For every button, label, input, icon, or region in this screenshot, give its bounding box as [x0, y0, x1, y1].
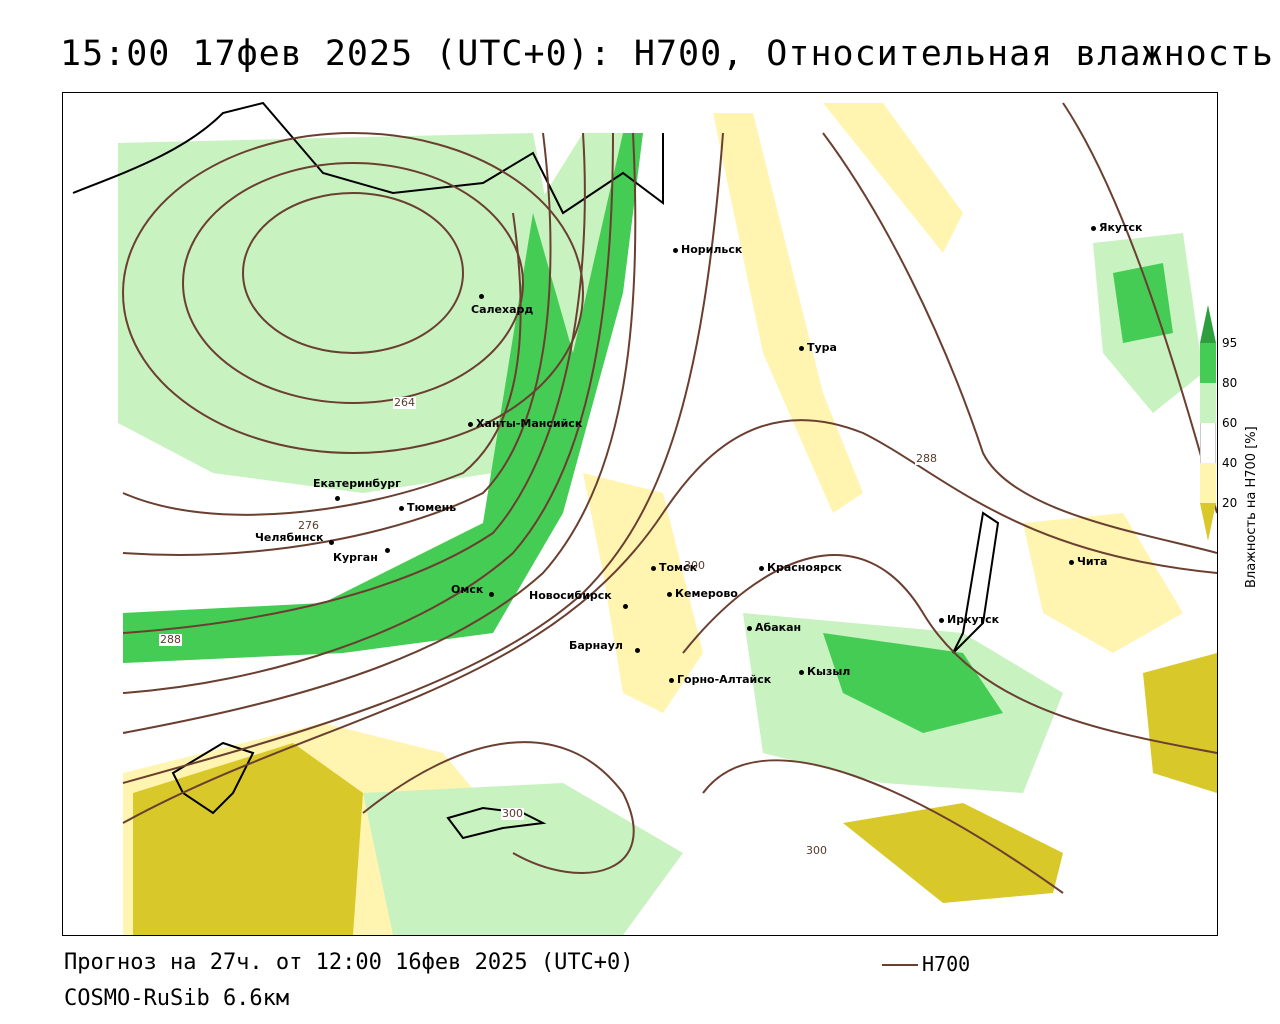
dry-area-east: [1143, 653, 1217, 793]
city-label: Кемерово: [675, 587, 738, 600]
city-label: Кызыл: [807, 665, 851, 678]
contour-label: 264: [393, 396, 416, 409]
city-label: Чита: [1077, 555, 1108, 568]
city-marker: Якутск: [1091, 221, 1142, 234]
legend-label: H700: [922, 952, 971, 976]
coastline: [72, 101, 664, 215]
city-dot: [635, 647, 640, 653]
contour-label: 300: [683, 559, 706, 572]
colorbar-title: Влажность на H700 [%]: [1244, 426, 1259, 588]
dry-area-southwest-dark: [133, 743, 363, 935]
lake-baikal: [952, 511, 1000, 654]
city-dot: [759, 565, 764, 571]
dry-band-north-2: [823, 103, 963, 253]
city-label: Омск: [451, 583, 484, 596]
colorbar-segment: [1200, 463, 1216, 503]
city-dot: [799, 669, 804, 675]
city-marker: [635, 643, 643, 656]
colorbar-tick: 40: [1222, 456, 1238, 470]
city-label: Норильск: [681, 243, 743, 256]
city-label: Якутск: [1099, 221, 1143, 234]
city-label: Горно-Алтайск: [677, 673, 772, 686]
city-marker: Норильск: [673, 243, 742, 256]
city-dot: [669, 677, 674, 683]
city-label: Челябинск: [255, 531, 324, 544]
city-dot: [623, 603, 628, 609]
map-canvas: [72, 101, 1217, 935]
city-marker: [623, 599, 631, 612]
humid-area-south-2: [823, 633, 1003, 733]
city-marker: Красноярск: [759, 561, 842, 574]
humid-band-front: [123, 133, 643, 663]
city-label: Красноярск: [767, 561, 842, 574]
city-label: Тюмень: [407, 501, 457, 514]
city-dot: [1069, 559, 1074, 565]
contour-label: 276: [297, 519, 320, 532]
colorbar-segment: [1200, 423, 1216, 463]
city-label: Иркутск: [947, 613, 1000, 626]
city-marker: Иркутск: [939, 613, 999, 626]
city-label: Курган: [333, 551, 378, 564]
colorbar-tick: 60: [1222, 416, 1238, 430]
h700-contours: [122, 102, 1217, 894]
forecast-info: Прогноз на 27ч. от 12:00 16фев 2025 (UTC…: [64, 950, 634, 975]
city-dot: [468, 421, 473, 427]
city-label: Салехард: [471, 303, 534, 316]
city-marker: Кемерово: [667, 587, 738, 600]
city-dot: [799, 345, 804, 351]
dry-band-middle: [583, 473, 703, 713]
city-label: Новосибирск: [529, 589, 612, 602]
city-dot: [747, 625, 752, 631]
city-marker: Абакан: [747, 621, 801, 634]
dry-band-east: [1023, 513, 1183, 653]
city-dot: [1091, 225, 1096, 231]
city-label: Абакан: [755, 621, 802, 634]
city-dot: [385, 547, 390, 553]
city-marker: [329, 535, 337, 548]
city-marker: Томск: [651, 561, 697, 574]
balkhash-lake: [446, 806, 547, 840]
city-dot: [651, 565, 656, 571]
humid-area-northwest: [118, 133, 563, 493]
model-name: COSMO-RuSib 6.6км: [64, 986, 290, 1011]
colorbar-segment: [1200, 383, 1216, 423]
city-label: Екатеринбург: [313, 477, 401, 490]
colorbar-tick: 20: [1222, 496, 1238, 510]
city-marker: [489, 587, 497, 600]
city-marker: Кызыл: [799, 665, 850, 678]
city-dot: [399, 505, 404, 511]
colorbar-tick: 95: [1222, 336, 1238, 350]
contour-label: 288: [915, 452, 938, 465]
city-dot: [489, 591, 494, 597]
map-title: 15:00 17фев 2025 (UTC+0): H700, Относите…: [60, 34, 1274, 74]
city-label: Тура: [807, 341, 837, 354]
contour-label: 288: [159, 633, 182, 646]
colorbar-tick: 80: [1222, 376, 1238, 390]
city-dot: [673, 247, 678, 253]
city-dot: [329, 539, 334, 545]
city-label: Томск: [659, 561, 698, 574]
city-marker: Чита: [1069, 555, 1107, 568]
city-marker: Горно-Алтайск: [669, 673, 771, 686]
city-marker: Тюмень: [399, 501, 456, 514]
dry-band-north-1: [713, 113, 863, 513]
city-dot: [335, 495, 340, 501]
city-marker: Тура: [799, 341, 837, 354]
city-marker: [385, 543, 393, 556]
contour-label: 300: [805, 844, 828, 857]
city-marker: Ханты-Мансийск: [468, 417, 582, 430]
map-panel: 264 276 288 288 300 300 300 Салехард Нор…: [62, 92, 1218, 936]
legend-line-sample: [882, 964, 918, 966]
humid-area-east-strong: [1113, 263, 1173, 343]
city-label: Барнаул: [569, 639, 623, 652]
city-dot: [667, 591, 672, 597]
contour-label: 300: [501, 807, 524, 820]
city-marker: [479, 289, 487, 302]
city-label: Ханты-Мансийск: [476, 417, 583, 430]
city-marker: [335, 491, 343, 504]
city-dot: [479, 293, 484, 299]
dry-area-southeast: [843, 803, 1063, 903]
city-dot: [939, 617, 944, 623]
colorbar-segment: [1200, 343, 1216, 383]
